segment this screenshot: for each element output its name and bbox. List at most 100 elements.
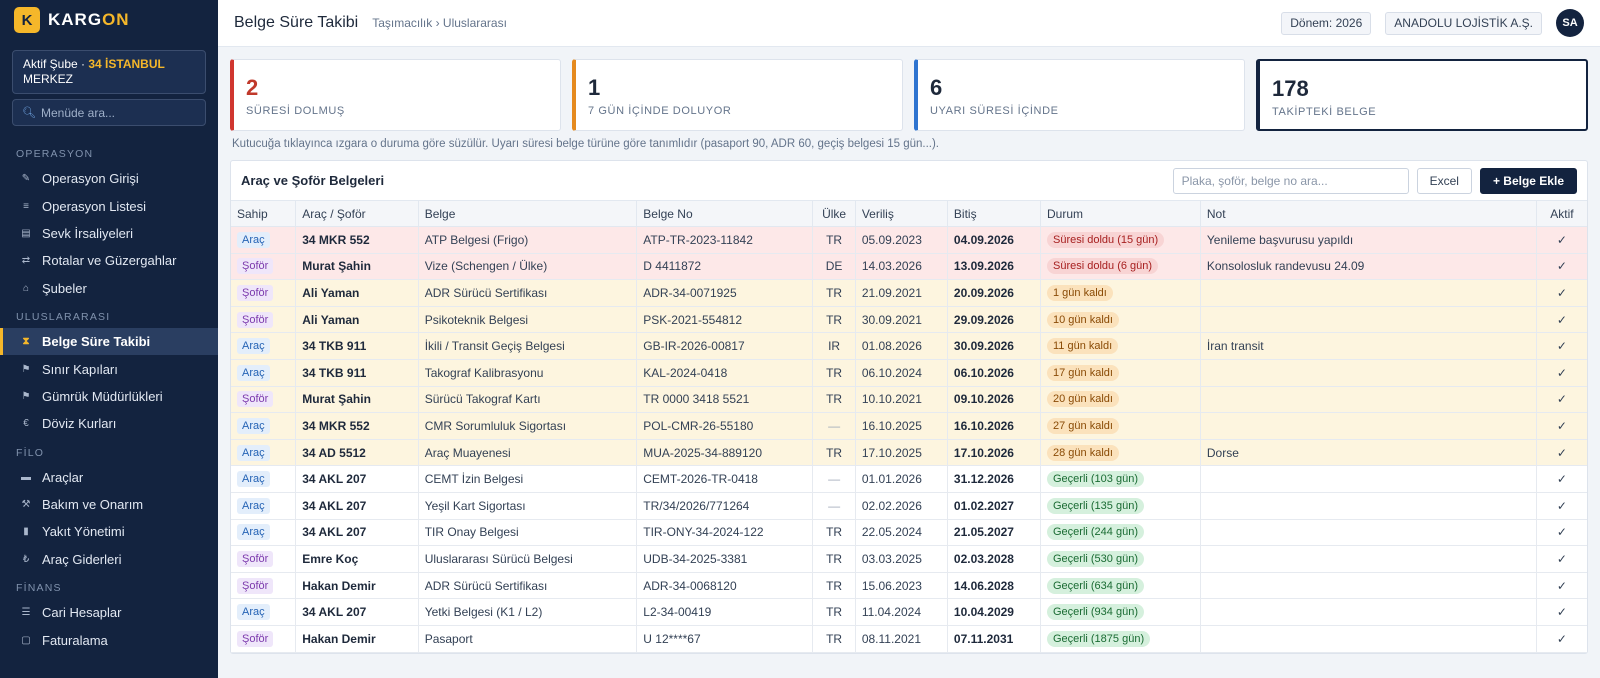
table-row[interactable]: Araç 34 TKB 911 Takograf Kalibrasyonu KAL-2…	[231, 359, 1587, 387]
table-cell: Vize (Schengen / Ülke)	[418, 253, 638, 281]
table-cell: Uluslararası Sürücü Belgesi	[418, 545, 638, 573]
owner-badge: Araç	[237, 444, 270, 461]
column-header[interactable]: Durum	[1040, 200, 1201, 227]
sidebar-item[interactable]: € Döviz Kurları	[0, 410, 218, 437]
sidebar-item[interactable]: ▤ Sevk İrsaliyeleri	[0, 220, 218, 247]
warning-period-card[interactable]: 6 UYARI SÜRESİ İÇİNDE	[914, 59, 1245, 131]
table-cell	[1200, 306, 1537, 334]
table-row[interactable]: Şoför Emre Koç Uluslararası Sürücü Belgesi…	[231, 545, 1587, 573]
table-row[interactable]: Araç 34 MKR 552 ATP Belgesi (Frigo) ATP-TR-…	[231, 226, 1587, 254]
table-body: Araç 34 MKR 552 ATP Belgesi (Frigo) ATP-TR-…	[231, 226, 1587, 653]
document-search-input[interactable]	[1172, 167, 1409, 194]
note-text: Yenileme başvurusu yapıldı	[1206, 232, 1354, 247]
table-cell: Sürücü Takograf Kartı	[418, 386, 638, 414]
wrench-icon: ⚒	[21, 499, 31, 511]
column-header[interactable]: Sahip	[231, 200, 297, 227]
country-code: TR	[826, 525, 843, 540]
table-row[interactable]: Şoför Hakan Demir ADR Sürücü Sertifikası AD…	[231, 572, 1587, 600]
active-branch-selector[interactable]: Aktif Şube · 34 İSTANBUL MERKEZ	[12, 50, 206, 94]
column-header[interactable]: Araç / Şoför	[295, 200, 419, 227]
sidebar-item[interactable]: ☰ Cari Hesaplar	[0, 599, 218, 626]
table-row[interactable]: Şoför Murat Şahin Sürücü Takograf Kartı TR …	[231, 386, 1587, 414]
issue-date: 01.01.2026	[861, 472, 922, 487]
filter-hint: Kutucuğa tıklayınca ızgara o duruma göre…	[232, 138, 939, 150]
table-cell: Süresi doldu (15 gün)	[1040, 226, 1201, 254]
sidebar-item[interactable]: ⚑ Sınır Kapıları	[0, 355, 218, 382]
issue-date: 11.04.2024	[861, 605, 921, 620]
issue-date: 06.10.2024	[861, 365, 922, 380]
brand[interactable]: K KARGON	[0, 0, 218, 40]
sidebar-item[interactable]: ⧗ Belge Süre Takibi	[0, 327, 218, 356]
table-cell: ✓	[1536, 386, 1587, 414]
table-row[interactable]: Araç 34 AD 5512 Araç Muayenesi MUA-2025-34-…	[231, 439, 1587, 467]
card-value: 2	[246, 75, 259, 100]
table-row[interactable]: Şoför Hakan Demir Pasaport U 12****67 TR 08.1…	[231, 625, 1587, 653]
avatar[interactable]: SA	[1556, 9, 1584, 37]
excel-button[interactable]: Excel	[1416, 167, 1472, 194]
column-header[interactable]: Veriliş	[855, 200, 948, 227]
issue-date: 10.10.2021	[861, 392, 922, 407]
column-header[interactable]: Ülke	[812, 200, 856, 227]
table-row[interactable]: Araç 34 AKL 207 CEMT İzin Belgesi CEMT-2026…	[231, 465, 1587, 493]
menu-search-input[interactable]: 🔍︎ Menüde ara...	[12, 99, 206, 126]
column-header[interactable]: Bitiş	[947, 200, 1042, 227]
tracked-documents-card[interactable]: 178 TAKİPTEKİ BELGE	[1256, 59, 1588, 131]
table-row[interactable]: Şoför Murat Şahin Vize (Schengen / Ülke) D …	[231, 253, 1587, 281]
owner-badge: Araç	[237, 524, 270, 541]
country-code: —	[828, 418, 841, 433]
table-cell: ✓	[1536, 279, 1587, 307]
due-in-7-days-card[interactable]: 1 7 GÜN İÇİNDE DOLUYOR	[572, 59, 903, 131]
sidebar-item[interactable]: ▬ Araçlar	[0, 464, 218, 491]
table-cell: Pasaport	[418, 625, 638, 653]
document-type: Vize (Schengen / Ülke)	[424, 259, 548, 274]
table-cell: ✓	[1536, 625, 1587, 653]
sidebar-item[interactable]: ▢ Faturalama	[0, 626, 218, 653]
table-row[interactable]: Şoför Ali Yaman Psikoteknik Belgesi PSK-202…	[231, 306, 1587, 334]
table-row[interactable]: Araç 34 MKR 552 CMR Sorumluluk Sigortası PO…	[231, 412, 1587, 440]
column-header[interactable]: Aktif	[1536, 200, 1587, 227]
sidebar-item[interactable]: ⚑ Gümrük Müdürlükleri	[0, 383, 218, 410]
column-header[interactable]: Not	[1200, 200, 1537, 227]
table-cell: Dorse	[1200, 439, 1537, 467]
table-cell: 31.12.2026	[947, 465, 1042, 493]
table-cell: ATP-TR-2023-11842	[636, 226, 814, 254]
table-row[interactable]: Araç 34 TKB 911 İkili / Transit Geçiş Belg…	[231, 332, 1587, 360]
table-cell: Araç	[231, 359, 297, 387]
sidebar-item[interactable]: ✎ Operasyon Girişi	[0, 165, 218, 192]
sidebar-item[interactable]: ₺ Araç Giderleri	[0, 546, 218, 573]
country-code: —	[828, 498, 841, 513]
table-row[interactable]: Araç 34 AKL 207 Yetki Belgesi (K1 / L2) L2-…	[231, 598, 1587, 626]
document-number: U 12****67	[643, 631, 701, 646]
table-cell: TR	[812, 625, 856, 653]
expired-card[interactable]: 2 SÜRESİ DOLMUŞ	[230, 59, 561, 131]
sidebar-item[interactable]: ⚒ Bakım ve Onarım	[0, 491, 218, 518]
table-cell: 16.10.2025	[855, 412, 948, 440]
route-icon: ⇄	[21, 255, 31, 267]
company-selector[interactable]: ANADOLU LOJİSTİK A.Ş.	[1385, 11, 1542, 35]
table-cell: 34 MKR 552	[295, 412, 419, 440]
country-code: TR	[826, 445, 843, 460]
breadcrumb[interactable]: Taşımacılık › Uluslararası	[372, 16, 507, 30]
table-row[interactable]: Araç 34 AKL 207 Yeşil Kart Sigortası TR/34/…	[231, 492, 1587, 520]
column-header[interactable]: Belge No	[636, 200, 814, 227]
table-cell: Geçerli (135 gün)	[1040, 492, 1201, 520]
document-type: ADR Sürücü Sertifikası	[424, 285, 548, 300]
owner-name: Ali Yaman	[302, 285, 360, 300]
table-cell: Geçerli (244 gün)	[1040, 519, 1201, 547]
table-row[interactable]: Şoför Ali Yaman ADR Sürücü Sertifikası ADR-…	[231, 279, 1587, 307]
period-selector[interactable]: Dönem: 2026	[1281, 11, 1372, 35]
sidebar-item[interactable]: ≡ Operasyon Listesi	[0, 192, 218, 219]
table-cell: Geçerli (530 gün)	[1040, 545, 1201, 573]
sidebar-item[interactable]: ▮ Yakıt Yönetimi	[0, 518, 218, 545]
sidebar-item[interactable]: ⇄ Rotalar ve Güzergahlar	[0, 247, 218, 274]
sidebar-item[interactable]: ⌂ Şubeler	[0, 275, 218, 302]
brand-name-accent: ON	[102, 10, 130, 29]
status-badge: 11 gün kaldı	[1047, 338, 1119, 355]
table-cell: Araç	[231, 439, 297, 467]
status-badge: Geçerli (103 gün)	[1047, 471, 1144, 488]
document-icon: ▤	[21, 227, 31, 239]
table-row[interactable]: Araç 34 AKL 207 TIR Onay Belgesi TIR-ONY-34…	[231, 519, 1587, 547]
table-cell: TR	[812, 279, 856, 307]
add-document-button[interactable]: + Belge Ekle	[1479, 167, 1577, 194]
column-header[interactable]: Belge	[418, 200, 638, 227]
